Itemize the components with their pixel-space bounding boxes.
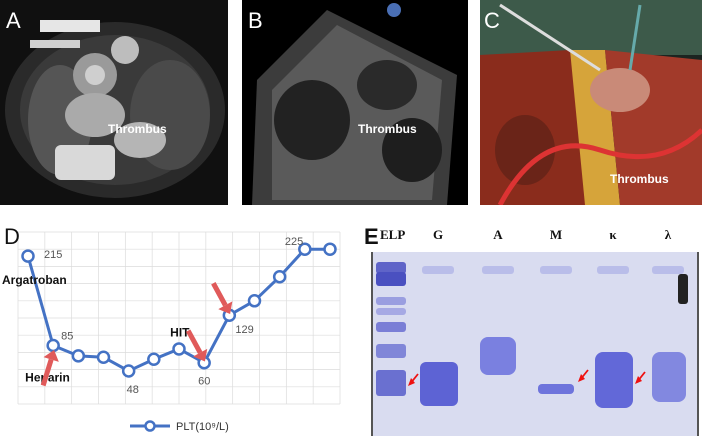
elp-band bbox=[376, 272, 406, 286]
gel-lane-label: G bbox=[433, 227, 443, 242]
gel-lane-label: M bbox=[550, 227, 562, 242]
annotation-arrow-head bbox=[193, 348, 208, 362]
m-lane-band bbox=[538, 384, 574, 394]
lambda-lane-band bbox=[652, 352, 686, 402]
data-point bbox=[247, 294, 262, 308]
surgical-photo bbox=[480, 0, 702, 205]
thrombus-label-a: Thrombus bbox=[108, 122, 167, 136]
data-label: 129 bbox=[235, 324, 253, 336]
gel-background bbox=[372, 252, 698, 436]
kappa-lane-band bbox=[595, 352, 633, 408]
red-arrow-head bbox=[635, 376, 642, 384]
data-point bbox=[21, 249, 35, 263]
data-point bbox=[272, 269, 287, 284]
annotation-arrow bbox=[211, 282, 228, 307]
platelet-line-chart: 215854860129225ArgatrobanHeparinHITPLT(1… bbox=[2, 231, 341, 433]
legend-swatch-marker bbox=[144, 420, 156, 432]
red-arrow-head bbox=[408, 378, 415, 386]
panel-d-platelet-chart: D 215854860129225ArgatrobanHeparinHITPLT… bbox=[0, 212, 350, 442]
thrombus-label-b: Thrombus bbox=[358, 122, 417, 136]
gel-mark bbox=[678, 274, 688, 304]
faint-top-band bbox=[422, 266, 454, 274]
panel-letter-a: A bbox=[6, 8, 21, 33]
panel-c-surgical-image: C Thrombus bbox=[480, 0, 702, 205]
elp-band bbox=[376, 370, 406, 396]
faint-top-band bbox=[540, 266, 572, 274]
data-point bbox=[71, 349, 86, 363]
elp-band bbox=[376, 297, 406, 305]
data-point bbox=[147, 352, 161, 367]
thrombus-label-c: Thrombus bbox=[610, 172, 669, 186]
elp-band bbox=[376, 262, 406, 274]
elp-band bbox=[376, 322, 406, 332]
panel-b-echo-image: B Thrombus bbox=[242, 0, 468, 205]
annotation-arrow bbox=[40, 358, 54, 387]
gel-lane-label: κ bbox=[609, 227, 617, 242]
annotation-arrow-head bbox=[43, 349, 59, 362]
annotation-label: Argatroban bbox=[2, 273, 67, 287]
data-point bbox=[323, 242, 337, 256]
gel-lane-label: ELP bbox=[380, 227, 405, 242]
data-label: 225 bbox=[285, 236, 303, 248]
gel-lane-label: A bbox=[493, 227, 503, 242]
data-label: 60 bbox=[198, 376, 210, 388]
a-lane-band bbox=[480, 337, 516, 375]
panel-letter-d: D bbox=[4, 224, 20, 249]
elp-band bbox=[376, 344, 406, 358]
gel-lane-label: λ bbox=[665, 227, 672, 242]
echo-image bbox=[242, 0, 468, 205]
elp-band bbox=[376, 308, 406, 315]
panel-letter-c: C bbox=[484, 8, 500, 33]
data-point bbox=[172, 342, 186, 356]
data-point bbox=[121, 364, 136, 378]
panel-letter-e: E bbox=[364, 224, 379, 249]
data-point bbox=[46, 338, 60, 353]
faint-top-band bbox=[652, 266, 684, 274]
annotation-arrow-head bbox=[218, 301, 233, 315]
faint-top-band bbox=[597, 266, 629, 274]
g-lane-band bbox=[420, 362, 458, 406]
annotation-arrow bbox=[185, 329, 203, 354]
data-point bbox=[96, 350, 111, 364]
annotation-label: HIT bbox=[170, 326, 190, 340]
data-label: 48 bbox=[127, 384, 139, 396]
data-label: 85 bbox=[61, 331, 73, 343]
ct-scan-image bbox=[0, 0, 228, 205]
faint-top-band bbox=[482, 266, 514, 274]
data-point bbox=[298, 242, 312, 256]
panel-a-ct-image: A Thrombus bbox=[0, 0, 228, 205]
data-label: 215 bbox=[44, 249, 62, 261]
red-arrow-head bbox=[578, 374, 585, 382]
panel-letter-b: B bbox=[248, 8, 263, 33]
legend-label: PLT(10⁹/L) bbox=[176, 421, 229, 433]
